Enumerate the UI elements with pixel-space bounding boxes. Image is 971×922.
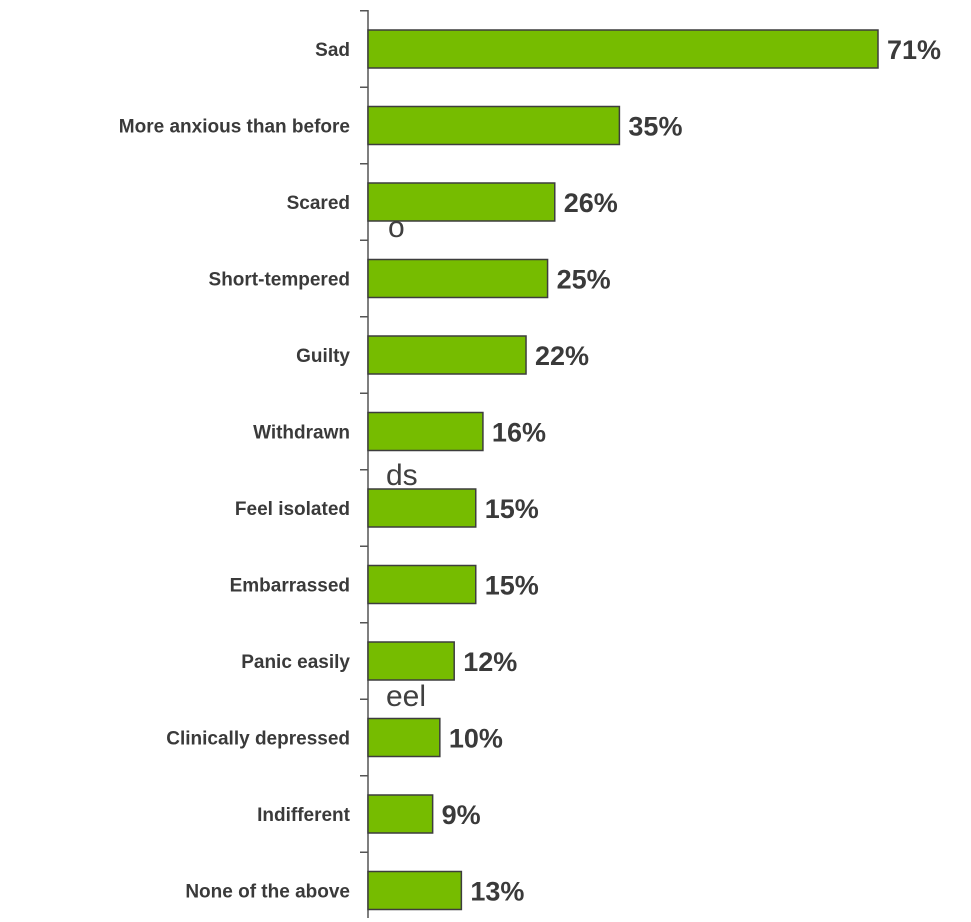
bar-9 xyxy=(367,717,441,758)
value-label: 10% xyxy=(449,724,503,754)
bar-8 xyxy=(367,641,455,681)
category-label: Feel isolated xyxy=(235,499,350,520)
bar-5 xyxy=(367,411,484,452)
bar-10 xyxy=(367,794,434,834)
bars-layer xyxy=(367,29,879,911)
value-label: 35% xyxy=(628,112,682,142)
category-label: More anxious than before xyxy=(119,117,350,138)
category-label: Withdrawn xyxy=(253,423,350,444)
category-label: Short-tempered xyxy=(209,270,350,291)
value-label: 26% xyxy=(564,188,618,218)
side-text-fragment-3: ds xyxy=(386,459,418,492)
bar-3 xyxy=(367,258,549,299)
category-label: Sad xyxy=(315,40,350,61)
category-label: Indifferent xyxy=(257,805,351,826)
category-label: Embarrassed xyxy=(230,576,350,597)
value-label: 25% xyxy=(557,265,611,295)
bar-1 xyxy=(367,105,621,146)
value-label: 15% xyxy=(485,571,539,601)
category-label: Clinically depressed xyxy=(166,729,350,750)
bar-11 xyxy=(367,870,463,911)
bar-0 xyxy=(367,29,879,69)
value-label: 15% xyxy=(485,494,539,524)
bar-2 xyxy=(367,182,556,222)
value-label: 71% xyxy=(887,35,941,65)
value-label: 9% xyxy=(442,800,481,830)
value-label: 12% xyxy=(463,647,517,677)
value-label: 13% xyxy=(470,877,524,907)
axis-layer xyxy=(360,10,369,918)
value-label: 22% xyxy=(535,341,589,371)
category-label: Panic easily xyxy=(241,652,350,673)
side-text-fragment-4: eel xyxy=(386,680,427,713)
bar-4 xyxy=(367,335,527,375)
value-label: 16% xyxy=(492,418,546,448)
bar-6 xyxy=(367,488,477,528)
category-label: Guilty xyxy=(296,346,350,367)
bar-7 xyxy=(367,564,477,605)
labels-layer: Sad 71% More anxious than before 35% Scared 2… xyxy=(119,35,941,907)
category-label: Scared xyxy=(287,193,350,214)
category-label: None of the above xyxy=(185,882,350,903)
